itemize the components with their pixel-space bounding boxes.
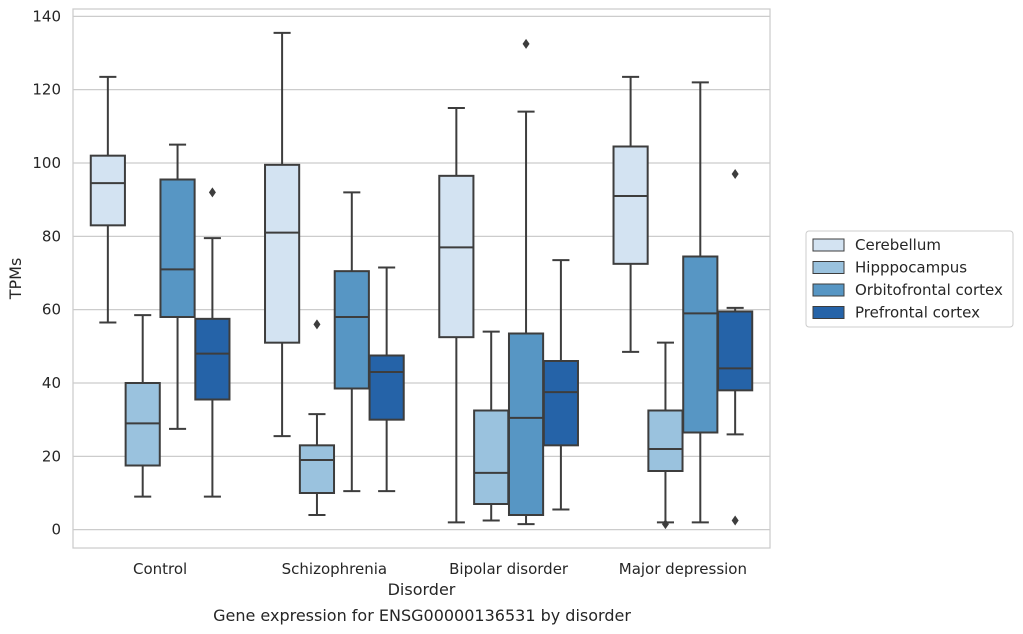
outlier-point [661,519,669,530]
box-orbitofrontal-cortex [682,81,719,524]
x-axis-label: Disorder [388,580,456,599]
box-body [159,178,196,318]
legend-frame [805,230,1014,328]
box-body [507,332,545,516]
box-hipppocampus [124,314,161,498]
box-cerebellum [89,75,126,324]
legend: Cerebellum Hipppocampus Orbitofrontal cort… [805,230,1014,328]
box-body [717,310,754,392]
legend-swatch [812,283,845,297]
y-tick-label: 60 [42,301,61,319]
box-cerebellum [612,75,649,353]
box-body [612,145,649,265]
legend-swatch [812,261,845,274]
box-body [438,174,475,339]
box-body [194,317,231,401]
legend-label: Hipppocampus [855,259,967,277]
y-tick-label: 40 [42,374,61,392]
legend-label: Orbitofrontal cortex [855,281,1003,299]
box-body [647,409,684,472]
outlier-point [208,187,216,198]
outlier-point [731,515,739,526]
box-prefrontal-cortex [717,169,754,526]
legend-label: Cerebellum [855,236,941,254]
box-hipppocampus [473,330,510,522]
outlier-point [731,169,739,179]
box-body [473,409,510,505]
legend-swatch [812,306,845,319]
box-body [298,444,336,495]
legend-label: Prefrontal cortex [855,304,980,322]
box-cerebellum [264,31,301,438]
x-axis-ticks: Control Schizophrenia Bipolar disorder Majo… [133,560,747,578]
y-tick-label: 20 [42,447,61,465]
y-tick-label: 100 [32,154,61,172]
box-prefrontal-cortex [542,259,579,511]
box-prefrontal-cortex [194,187,231,498]
x-tick-label: Control [133,560,187,578]
y-tick-label: 80 [42,227,61,245]
box-body [542,360,579,447]
box-body [333,270,370,390]
legend-swatch [812,238,845,252]
box-orbitofrontal-cortex [333,191,370,493]
box-orbitofrontal-cortex [507,38,545,526]
y-tick-label: 140 [32,7,61,25]
box-cerebellum [438,107,475,524]
box-body [368,354,405,421]
box-hipppocampus [647,341,684,530]
box-body [264,163,301,344]
y-tick-label: 120 [32,81,61,99]
outlier-point [522,38,530,49]
box-body [682,255,719,434]
box-plot-series [89,31,754,530]
box-orbitofrontal-cortex [159,143,196,430]
x-tick-label: Major depression [619,560,747,578]
box-hipppocampus [298,319,336,516]
chart-caption: Gene expression for ENSG00000136531 by d… [213,606,631,625]
outlier-point [313,319,321,330]
box-prefrontal-cortex [368,266,405,493]
box-body [89,154,126,227]
plot-frame [72,8,771,549]
y-axis-label: TPMs [6,258,25,301]
y-axis-ticks: 0 20 40 60 80 100 120 140 [32,7,61,538]
y-tick-label: 0 [51,521,61,539]
x-tick-label: Schizophrenia [282,560,387,578]
x-tick-label: Bipolar disorder [449,560,569,578]
